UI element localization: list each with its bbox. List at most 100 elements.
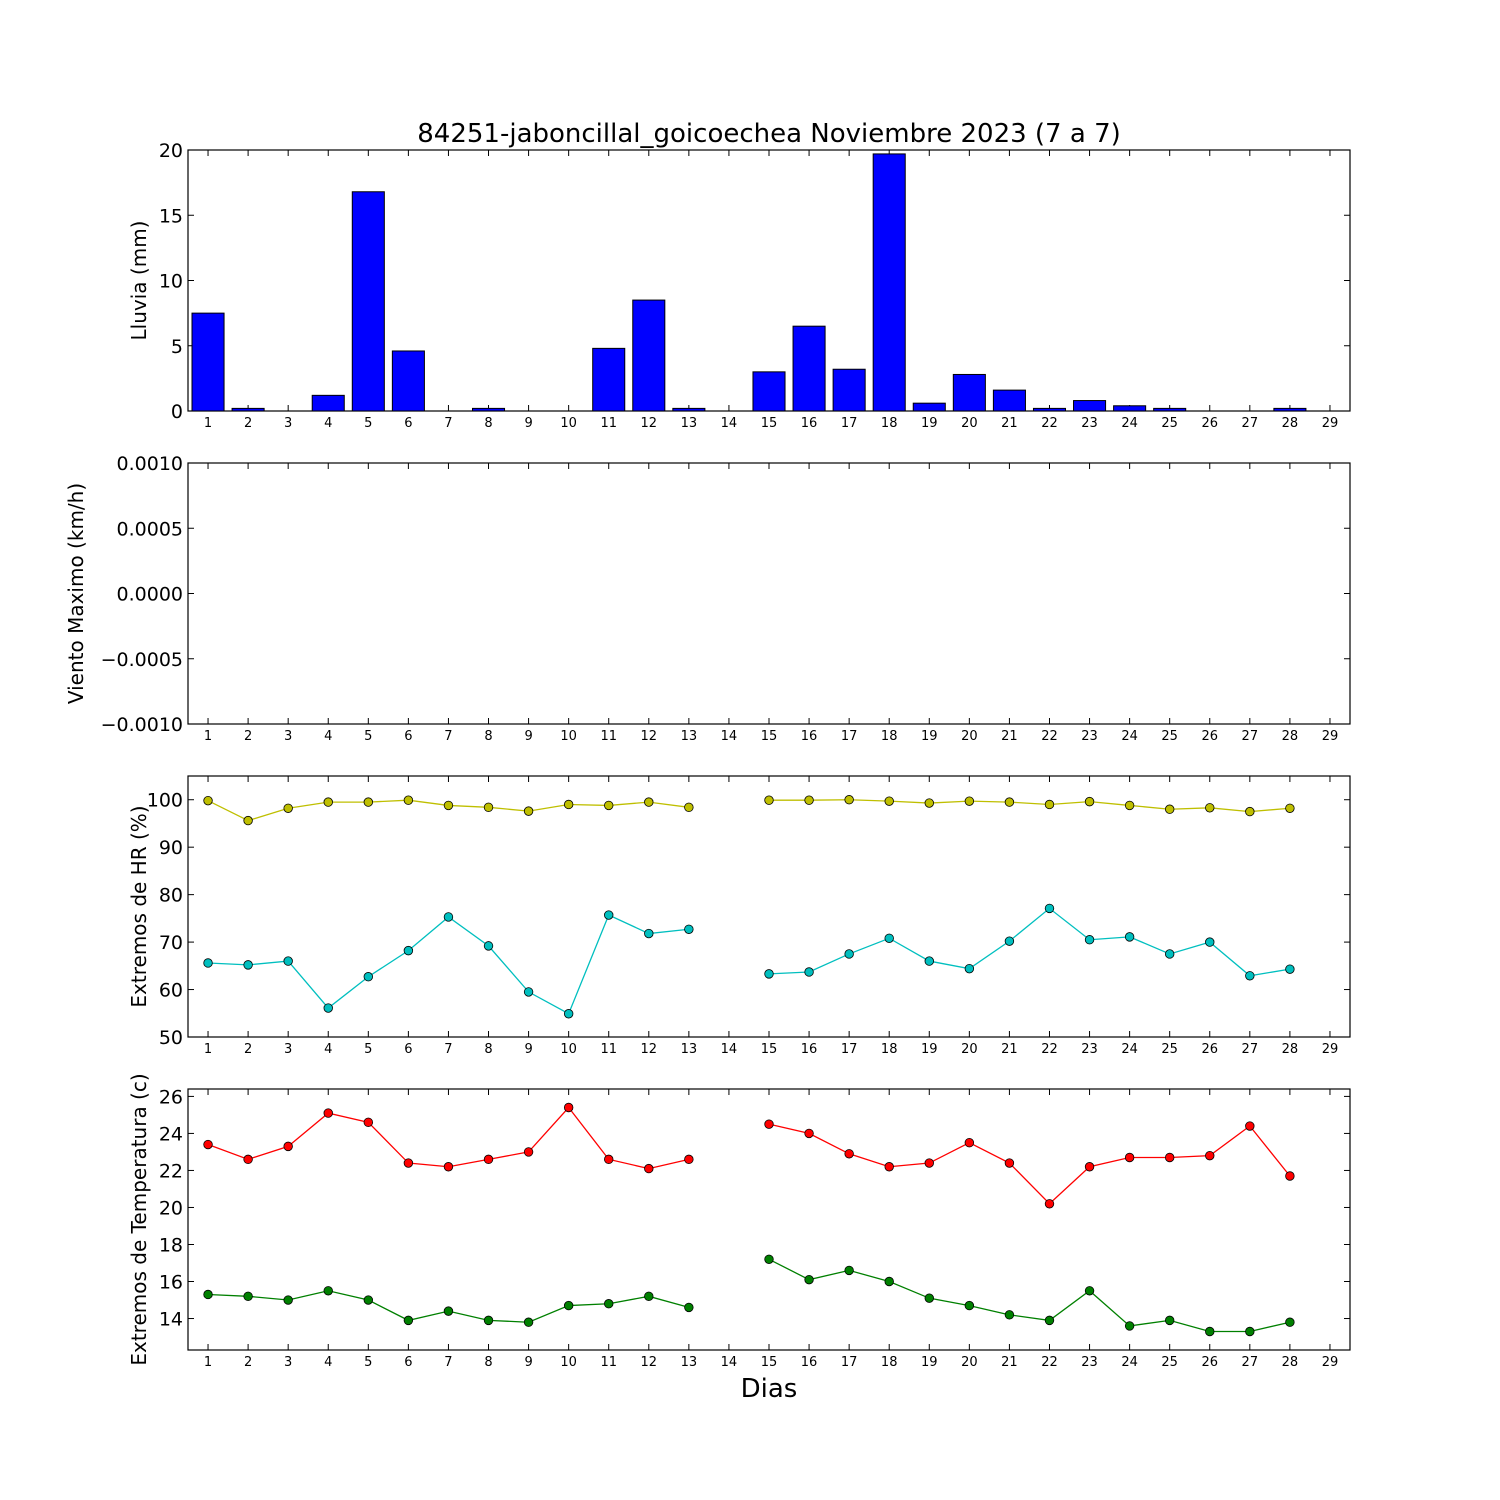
point-hr_max — [283, 803, 293, 813]
point-t_min — [684, 1302, 694, 1313]
x-tick-label: 16 — [801, 1042, 818, 1057]
x-tick-label: 14 — [721, 729, 738, 744]
point-hr_max — [363, 797, 374, 807]
point-hr_max — [684, 802, 694, 813]
x-tick-label: 6 — [404, 729, 412, 744]
point-hr_max — [764, 795, 774, 805]
y-tick-label: 14 — [159, 1309, 183, 1331]
y-tick-label: 70 — [159, 932, 183, 954]
x-tick-label: 19 — [921, 1042, 938, 1057]
point-t_max — [563, 1102, 574, 1113]
x-tick-label: 28 — [1282, 1355, 1299, 1370]
x-tick-label: 18 — [881, 416, 898, 431]
point-t_max — [884, 1162, 894, 1172]
x-tick-label: 18 — [881, 1042, 898, 1057]
point-t_min — [323, 1286, 333, 1296]
point-t_max — [1004, 1158, 1015, 1168]
bar — [672, 407, 706, 412]
bar — [1032, 407, 1067, 412]
point-hr_min — [844, 949, 854, 959]
point-hr_min — [684, 924, 694, 934]
x-tick-label: 5 — [364, 416, 372, 431]
y-axis-label: Extremos de HR (%) — [127, 805, 151, 1007]
x-tick-label: 21 — [1001, 1355, 1018, 1370]
point-hr_min — [1044, 903, 1055, 914]
point-t_max — [924, 1158, 934, 1168]
x-tick-label: 25 — [1161, 416, 1178, 431]
x-tick-label: 26 — [1201, 416, 1218, 431]
point-t_max — [604, 1154, 614, 1165]
point-t_max — [443, 1162, 454, 1172]
y-tick-label: 20 — [159, 140, 183, 162]
bar — [992, 389, 1026, 412]
point-hr_min — [964, 963, 975, 974]
point-t_min — [563, 1300, 574, 1311]
x-tick-label: 23 — [1081, 416, 1098, 431]
x-tick-label: 8 — [484, 729, 492, 744]
x-tick-label: 14 — [721, 1355, 738, 1370]
point-t_min — [924, 1293, 934, 1303]
bar — [471, 407, 506, 412]
point-hr_max — [203, 795, 213, 806]
point-t_min — [1004, 1310, 1015, 1320]
point-hr_min — [523, 987, 534, 997]
y-tick-label: −0.0005 — [101, 649, 183, 671]
x-tick-label: 20 — [961, 1042, 978, 1057]
x-tick-label: 1 — [204, 1355, 212, 1370]
point-hr_max — [604, 800, 614, 811]
axes-frame — [187, 462, 1351, 725]
point-t_min — [644, 1291, 654, 1302]
bar — [391, 350, 425, 412]
x-tick-label: 1 — [204, 729, 212, 744]
x-tick-label: 13 — [681, 1355, 698, 1370]
x-tick-label: 23 — [1081, 1355, 1098, 1370]
x-tick-label: 18 — [881, 729, 898, 744]
x-tick-label: 28 — [1282, 416, 1299, 431]
bar — [231, 407, 265, 412]
x-tick-label: 19 — [921, 729, 938, 744]
x-tick-label: 3 — [284, 416, 292, 431]
point-hr_min — [924, 956, 934, 966]
x-tick-label: 6 — [404, 416, 412, 431]
point-t_min — [283, 1295, 293, 1305]
x-tick-label: 25 — [1161, 1042, 1178, 1057]
point-hr_max — [1285, 803, 1295, 813]
x-tick-label: 26 — [1201, 1042, 1218, 1057]
x-tick-label: 4 — [324, 416, 332, 431]
bar — [1113, 405, 1147, 412]
point-t_min — [1245, 1326, 1255, 1337]
point-t_min — [1164, 1315, 1175, 1326]
x-tick-label: 9 — [524, 416, 532, 431]
x-tick-label: 7 — [444, 1042, 452, 1057]
x-tick-label: 8 — [484, 1042, 492, 1057]
bar — [752, 371, 786, 412]
point-t_min — [604, 1299, 614, 1309]
point-t_max — [523, 1147, 534, 1157]
x-tick-label: 11 — [600, 416, 617, 431]
point-hr_min — [363, 972, 374, 982]
point-t_min — [363, 1295, 374, 1305]
point-hr_max — [1084, 796, 1095, 807]
point-hr_min — [203, 958, 213, 968]
x-tick-label: 5 — [364, 1042, 372, 1057]
x-tick-label: 15 — [761, 1355, 778, 1370]
point-hr_min — [323, 1003, 333, 1013]
x-tick-label: 22 — [1041, 416, 1058, 431]
x-tick-label: 17 — [841, 416, 858, 431]
axes-frame — [187, 775, 1351, 1038]
y-tick-label: 80 — [159, 885, 183, 907]
point-t_max — [1164, 1152, 1175, 1163]
bar — [592, 347, 626, 412]
x-tick-label: 14 — [721, 416, 738, 431]
point-t_min — [243, 1291, 253, 1302]
point-hr_max — [1245, 806, 1255, 817]
point-hr_min — [563, 1009, 574, 1019]
x-tick-label: 3 — [284, 729, 292, 744]
x-tick-label: 16 — [801, 729, 818, 744]
point-hr_min — [483, 941, 494, 951]
x-tick-label: 25 — [1161, 729, 1178, 744]
x-tick-label: 13 — [681, 729, 698, 744]
x-tick-label: 8 — [484, 416, 492, 431]
y-tick-label: −0.0010 — [101, 714, 183, 736]
